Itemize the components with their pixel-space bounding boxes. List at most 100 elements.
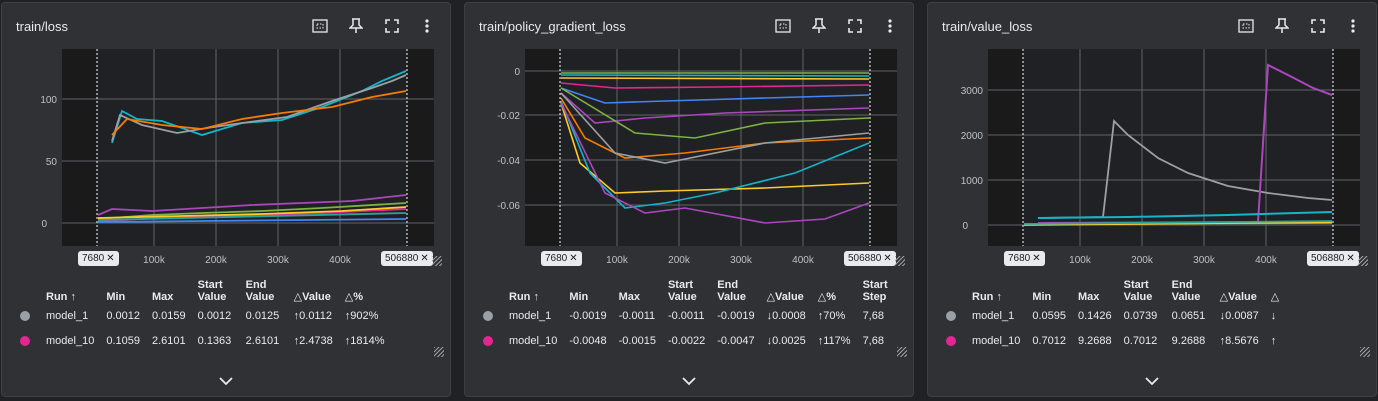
cell: 0.0012: [106, 309, 140, 322]
x-tick: 400k: [1255, 255, 1278, 266]
x-tick: 100k: [1069, 255, 1092, 266]
cell: ↓0.0025: [766, 334, 806, 347]
fullscreen-icon[interactable]: [381, 15, 403, 37]
series-lines: [560, 72, 870, 224]
table-row[interactable]: model_10 0.1059 2.6101 0.1363 2.6101 ↑2.…: [14, 328, 391, 353]
col-header[interactable]: △Value: [766, 291, 804, 303]
cell: 0.7012: [1032, 334, 1066, 347]
x-tick: 300k: [1193, 255, 1216, 266]
pin-icon[interactable]: [345, 15, 367, 37]
close-icon[interactable]: ✕: [106, 253, 115, 264]
cell: 0.1426: [1077, 309, 1112, 322]
col-header[interactable]: Run ↑: [972, 291, 1002, 303]
policy-gradient-loss-chart[interactable]: 0 -0.02 -0.04 -0.06 100k 200k 300k 400k: [465, 43, 914, 273]
cell: 7,68: [862, 309, 884, 322]
col-header[interactable]: Start Step: [862, 279, 888, 303]
close-icon[interactable]: ✕: [883, 253, 892, 264]
range-start-chip[interactable]: 7680 ✕: [78, 251, 119, 266]
range-end-chip[interactable]: 506880 ✕: [381, 251, 433, 266]
x-tick: 100k: [143, 255, 166, 266]
pin-icon[interactable]: [1271, 15, 1293, 37]
cell: 7,68: [862, 334, 884, 347]
x-tick: 200k: [205, 255, 228, 266]
cell: -0.0011: [618, 309, 656, 322]
loss-chart[interactable]: 0 50 100 100k 200k 300k 400k: [2, 43, 451, 273]
resize-handle[interactable]: [432, 256, 442, 266]
table-header-row: Run ↑ Min Max Start Value End Value △Val…: [940, 279, 1285, 303]
col-header[interactable]: Start Value: [197, 279, 227, 303]
close-icon[interactable]: ✕: [1346, 253, 1355, 264]
y-tick: 2000: [961, 131, 984, 142]
value-loss-chart[interactable]: 0 1000 2000 3000 100k 200k 300k 400k: [928, 43, 1377, 273]
y-tick: 3000: [961, 86, 984, 97]
range-start-chip[interactable]: 7680 ✕: [541, 251, 582, 266]
table-row[interactable]: model_10 0.7012 9.2688 0.7012 9.2688 ↑8.…: [940, 328, 1285, 353]
col-header[interactable]: Start Value: [1123, 279, 1153, 303]
x-tick: 400k: [329, 255, 352, 266]
run-name: model_10: [509, 334, 558, 347]
pin-icon[interactable]: [808, 15, 830, 37]
col-header[interactable]: Start Value: [667, 279, 697, 303]
cell: ↑1814%: [344, 334, 385, 347]
fit-domain-icon[interactable]: [772, 15, 794, 37]
resize-handle[interactable]: [1360, 347, 1370, 357]
chevron-down-icon[interactable]: [2, 373, 450, 389]
cell: -0.0019: [717, 309, 755, 322]
cell: 0.1363: [197, 334, 232, 347]
col-header[interactable]: Run ↑: [46, 291, 76, 303]
more-vert-icon[interactable]: [879, 15, 901, 37]
range-start-value: 7680: [1008, 253, 1031, 264]
range-end-chip[interactable]: 506880 ✕: [1307, 251, 1359, 266]
chevron-down-icon[interactable]: [465, 373, 913, 389]
range-end-value: 506880: [848, 253, 882, 264]
range-end-chip[interactable]: 506880 ✕: [844, 251, 896, 266]
run-color-dot: [20, 335, 30, 346]
col-header[interactable]: △: [1270, 291, 1280, 303]
resize-handle[interactable]: [895, 256, 905, 266]
cell: ↓: [1270, 309, 1277, 322]
table-row[interactable]: model_1 -0.0019 -0.0011 -0.0011 -0.0019 …: [477, 303, 894, 328]
col-header[interactable]: △Value: [293, 291, 331, 303]
col-header[interactable]: Min: [569, 291, 589, 303]
fit-domain-icon[interactable]: [1235, 15, 1257, 37]
fullscreen-icon[interactable]: [1307, 15, 1329, 37]
table-row[interactable]: model_1 0.0012 0.0159 0.0012 0.0125 ↑0.0…: [14, 303, 391, 328]
col-header[interactable]: Min: [1032, 291, 1052, 303]
cell: ↑117%: [817, 334, 851, 347]
table-row[interactable]: model_10 -0.0048 -0.0015 -0.0022 -0.0047…: [477, 328, 894, 353]
close-icon[interactable]: ✕: [569, 253, 578, 264]
col-header[interactable]: Max: [618, 291, 641, 303]
col-header[interactable]: Run ↑: [509, 291, 539, 303]
chevron-down-icon[interactable]: [928, 373, 1376, 389]
card-title: train/policy_gradient_loss: [479, 19, 626, 34]
resize-handle[interactable]: [1358, 256, 1368, 266]
col-header[interactable]: End Value: [717, 279, 747, 303]
more-vert-icon[interactable]: [1342, 15, 1364, 37]
y-tick: 1000: [961, 176, 984, 187]
cell: -0.0011: [667, 309, 705, 322]
resize-handle[interactable]: [434, 347, 444, 357]
col-header[interactable]: Max: [1077, 291, 1100, 303]
col-header[interactable]: End Value: [245, 279, 275, 303]
more-vert-icon[interactable]: [416, 15, 438, 37]
col-header[interactable]: △%: [344, 291, 364, 303]
fit-domain-icon[interactable]: [309, 15, 331, 37]
cell: 2.6101: [151, 334, 186, 347]
close-icon[interactable]: ✕: [1032, 253, 1041, 264]
resize-handle[interactable]: [897, 347, 907, 357]
col-header[interactable]: △Value: [1219, 291, 1257, 303]
col-header[interactable]: Min: [106, 291, 126, 303]
col-header[interactable]: △%: [817, 291, 836, 303]
cell: ↑8.5676: [1219, 334, 1259, 347]
run-color-dot: [946, 310, 956, 321]
table-header-row: Run ↑ Min Max Start Value End Value △Val…: [14, 279, 391, 303]
cell: ↑0.0112: [293, 309, 332, 322]
table-row[interactable]: model_1 0.0595 0.1426 0.0739 0.0651 ↓0.0…: [940, 303, 1285, 328]
range-start-chip[interactable]: 7680 ✕: [1004, 251, 1045, 266]
col-header[interactable]: End Value: [1171, 279, 1201, 303]
run-table: Run ↑ Min Max Start Value End Value △Val…: [940, 279, 1285, 353]
col-header[interactable]: Max: [151, 291, 174, 303]
fullscreen-icon[interactable]: [844, 15, 866, 37]
close-icon[interactable]: ✕: [420, 253, 429, 264]
run-name: model_10: [46, 334, 95, 347]
